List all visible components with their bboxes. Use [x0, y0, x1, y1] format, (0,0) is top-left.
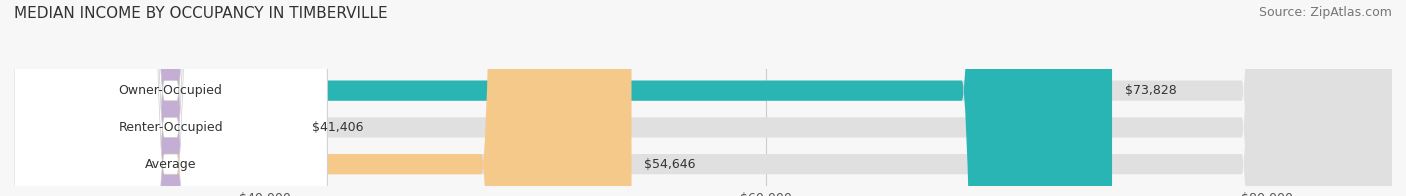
FancyBboxPatch shape: [14, 0, 299, 196]
Text: $41,406: $41,406: [312, 121, 364, 134]
FancyBboxPatch shape: [14, 0, 1112, 196]
FancyBboxPatch shape: [14, 0, 1392, 196]
Text: Average: Average: [145, 158, 197, 171]
FancyBboxPatch shape: [14, 0, 328, 196]
Text: Source: ZipAtlas.com: Source: ZipAtlas.com: [1258, 6, 1392, 19]
Text: MEDIAN INCOME BY OCCUPANCY IN TIMBERVILLE: MEDIAN INCOME BY OCCUPANCY IN TIMBERVILL…: [14, 6, 388, 21]
Text: Owner-Occupied: Owner-Occupied: [118, 84, 222, 97]
Text: $73,828: $73,828: [1125, 84, 1177, 97]
Text: $54,646: $54,646: [644, 158, 696, 171]
FancyBboxPatch shape: [14, 0, 631, 196]
Text: Renter-Occupied: Renter-Occupied: [118, 121, 224, 134]
FancyBboxPatch shape: [14, 0, 328, 196]
FancyBboxPatch shape: [14, 0, 1392, 196]
FancyBboxPatch shape: [14, 0, 328, 196]
FancyBboxPatch shape: [14, 0, 1392, 196]
